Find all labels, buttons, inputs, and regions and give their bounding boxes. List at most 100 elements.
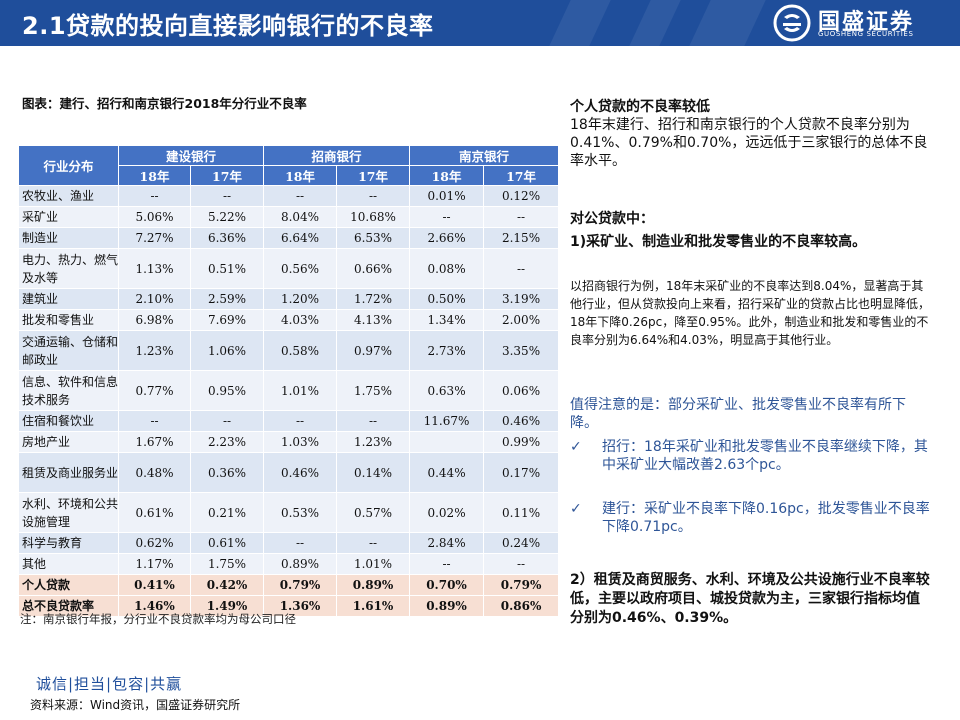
table-cell: 6.98% <box>118 309 191 331</box>
table-cell: 3.35% <box>483 330 560 371</box>
guosheng-logo-icon <box>773 4 811 42</box>
row-label: 租赁及商业服务业 <box>18 452 119 493</box>
table-cell: 1.72% <box>336 288 411 310</box>
table-cell: 0.41% <box>118 574 191 596</box>
table-cell: 1.23% <box>336 431 411 453</box>
row-label: 其他 <box>18 553 119 575</box>
table-cell: 1.01% <box>263 370 338 411</box>
table-cell: -- <box>409 206 485 228</box>
table-cell: 6.36% <box>189 227 265 249</box>
table-cell: 0.79% <box>263 574 338 596</box>
row-label: 交通运输、仓储和邮政业 <box>18 330 119 371</box>
section-heading-personal: 个人贷款的不良率较低 <box>570 99 710 115</box>
header-decoration <box>629 0 681 46</box>
table-cell: 0.77% <box>118 370 191 411</box>
table-row: 采矿业 5.06% 5.22% 8.04% 10.68% -- -- <box>18 206 560 228</box>
bank-header: 招商银行 <box>263 145 411 166</box>
table-cell: 0.06% <box>483 370 560 411</box>
table-cell: 1.03% <box>263 431 338 453</box>
table-cell: -- <box>409 553 485 575</box>
table-title: 图表：建行、招行和南京银行2018年分行业不良率 <box>22 96 307 111</box>
table-cell: 0.08% <box>409 248 485 289</box>
row-label: 住宿和餐饮业 <box>18 410 119 432</box>
table-cell: 0.95% <box>189 370 265 411</box>
check-icon: ✓ <box>570 501 582 517</box>
row-label: 房地产业 <box>18 431 119 453</box>
year-header: 17年 <box>483 165 560 186</box>
row-label: 农牧业、渔业 <box>18 185 119 207</box>
table-cell: -- <box>483 248 560 289</box>
bullet-text: 招行：18年采矿业和批发零售业不良率继续下降，其中采矿业大幅改善2.63个pc。 <box>602 439 928 473</box>
bank-header: 建设银行 <box>117 145 265 166</box>
table-cell: 0.56% <box>263 248 338 289</box>
table-cell: 5.22% <box>189 206 265 228</box>
table-cell: 1.36% <box>263 595 338 617</box>
table-cell: 4.13% <box>336 309 411 331</box>
row-label: 总不良贷款率 <box>18 595 119 617</box>
year-header: 18年 <box>263 165 338 186</box>
table-cell: 0.12% <box>483 185 560 207</box>
row-label: 批发和零售业 <box>18 309 119 331</box>
row-label: 建筑业 <box>18 288 119 310</box>
table-cell: 0.24% <box>483 532 560 554</box>
table-row: 交通运输、仓储和邮政业 1.23% 1.06% 0.58% 0.97% 2.73% 3.35… <box>18 330 560 371</box>
table-cell: 0.99% <box>483 431 560 453</box>
table-cell: 1.01% <box>336 553 411 575</box>
table-cell: 0.86% <box>483 595 560 617</box>
table-cell: 0.46% <box>483 410 560 432</box>
table-cell: 0.11% <box>483 492 560 533</box>
table-cell: 0.48% <box>118 452 191 493</box>
table-cell: -- <box>118 185 191 207</box>
year-header: 17年 <box>189 165 265 186</box>
table-cell: 11.67% <box>409 410 485 432</box>
table-cell: 0.89% <box>263 553 338 575</box>
year-header: 18年 <box>409 165 485 186</box>
table-row: 农牧业、渔业 -- -- -- -- 0.01% 0.12% <box>18 185 560 207</box>
bullet-text: 建行：采矿业不良率下降0.16pc，批发零售业不良率下降0.71pc。 <box>602 501 930 535</box>
check-icon: ✓ <box>570 439 582 455</box>
table-cell: 0.70% <box>409 574 485 596</box>
table-cell: 0.36% <box>189 452 265 493</box>
table-cell: -- <box>483 206 560 228</box>
header-decoration <box>689 0 766 46</box>
table-cell: 1.46% <box>118 595 191 617</box>
table-cell: 2.23% <box>189 431 265 453</box>
paragraph-cmb-example: 以招商银行为例，18年末采矿业的不良率达到8.04%，显著高于其他行业，但从贷款… <box>570 279 931 347</box>
table-cell: -- <box>263 410 338 432</box>
footer-source: 资料来源：Wind资讯，国盛证券研究所 <box>30 698 241 712</box>
table-cell: 1.61% <box>336 595 411 617</box>
table-cell: 5.06% <box>118 206 191 228</box>
table-cell: 0.46% <box>263 452 338 493</box>
row-label: 采矿业 <box>18 206 119 228</box>
table-row: 建筑业 2.10% 2.59% 1.20% 1.72% 0.50% 3.19% <box>18 288 560 310</box>
table-cell: 2.00% <box>483 309 560 331</box>
table-cell: 0.66% <box>336 248 411 289</box>
table-cell: 0.89% <box>409 595 485 617</box>
paragraph-note: 值得注意的是：部分采矿业、批发零售业不良率有所下降。 <box>570 397 906 431</box>
table-cell: -- <box>336 532 411 554</box>
table-cell: 0.61% <box>118 492 191 533</box>
logo-name: 国盛证券 <box>818 10 915 35</box>
subheading-low-npl: 2）租赁及商贸服务、水利、环境及公共设施行业不良率较低，主要以政府项目、城投贷款… <box>570 572 930 626</box>
table-cell: 0.62% <box>118 532 191 554</box>
section-heading-corporate: 对公贷款中： <box>570 211 654 227</box>
table-cell: 6.64% <box>263 227 338 249</box>
table-cell: -- <box>336 410 411 432</box>
table-cell: 6.53% <box>336 227 411 249</box>
row-label: 电力、热力、燃气及水等 <box>18 248 119 289</box>
table-cell: 2.66% <box>409 227 485 249</box>
table-row: 科学与教育 0.62% 0.61% -- -- 2.84% 0.24% <box>18 532 560 554</box>
table-row: 电力、热力、燃气及水等 1.13% 0.51% 0.56% 0.66% 0.08% -- <box>18 248 560 289</box>
table-cell: -- <box>189 410 265 432</box>
table-cell: 7.27% <box>118 227 191 249</box>
bullet-ccb: ✓ 建行：采矿业不良率下降0.16pc，批发零售业不良率下降0.71pc。 <box>570 500 930 536</box>
row-label: 水利、环境和公共设施管理 <box>18 492 119 533</box>
table-cell: 1.75% <box>189 553 265 575</box>
table-cell: 1.34% <box>409 309 485 331</box>
table-cell: 0.57% <box>336 492 411 533</box>
table-cell: 1.13% <box>118 248 191 289</box>
table-cell: -- <box>263 185 338 207</box>
table-cell: 0.51% <box>189 248 265 289</box>
table-cell: 0.50% <box>409 288 485 310</box>
table-cell: 1.20% <box>263 288 338 310</box>
